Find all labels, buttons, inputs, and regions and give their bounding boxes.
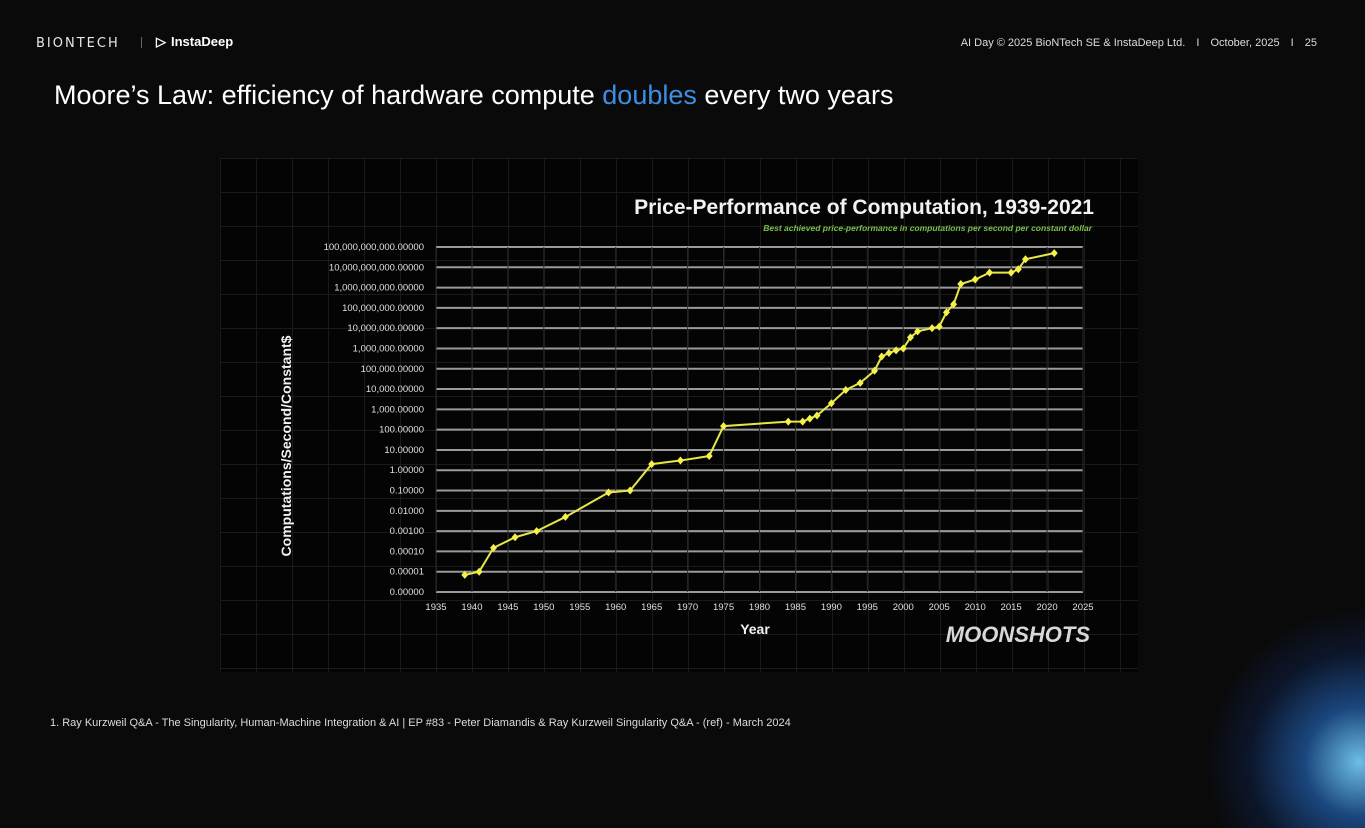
x-tick-label: 1975 — [713, 602, 734, 613]
data-point — [906, 333, 914, 342]
data-point — [561, 512, 569, 521]
y-tick-label: 1,000,000.00000 — [353, 343, 424, 354]
data-point — [950, 300, 958, 309]
data-point — [490, 543, 498, 552]
x-tick-label: 1990 — [821, 602, 842, 613]
data-point — [942, 308, 950, 317]
separator: I — [1290, 37, 1294, 49]
data-point — [461, 570, 469, 579]
chart-title: Price-Performance of Computation, 1939-2… — [634, 196, 1094, 219]
decorative-fiber-glow — [1205, 608, 1365, 828]
data-point — [928, 324, 936, 333]
x-tick-label: 1950 — [533, 602, 554, 613]
slide-title: Moore’s Law: efficiency of hardware comp… — [54, 80, 893, 111]
data-point — [605, 488, 613, 497]
y-tick-label: 1.00000 — [390, 465, 424, 476]
data-point — [935, 322, 943, 331]
data-point — [856, 378, 864, 387]
x-tick-label: 1935 — [425, 602, 446, 613]
y-axis-label: Computations/Second/Constant$ — [278, 335, 294, 556]
copyright: AI Day © 2025 BioNTech SE & InstaDeep Lt… — [960, 37, 1186, 49]
page-number: 25 — [1304, 37, 1317, 49]
x-tick-label: 2005 — [929, 602, 950, 613]
y-tick-label: 0.10000 — [390, 486, 424, 497]
moonshots-watermark: MOONSHOTS — [946, 622, 1091, 647]
x-tick-label: 1985 — [785, 602, 806, 613]
x-tick-label: 1995 — [857, 602, 878, 613]
chart-panel: Price-Performance of Computation, 1939-2… — [220, 158, 1138, 672]
x-tick-label: 2000 — [893, 602, 914, 613]
y-tick-label: 100,000.00000 — [361, 364, 424, 375]
y-tick-label: 0.00100 — [390, 526, 424, 537]
instadeep-wordmark: InstaDeep — [171, 34, 234, 49]
data-point — [971, 275, 979, 284]
y-tick-label: 10,000.00000 — [366, 384, 424, 395]
x-axis-label: Year — [740, 621, 770, 637]
title-end: every two years — [696, 80, 894, 110]
logo-divider — [141, 37, 142, 48]
data-point — [899, 344, 907, 353]
chart-subtitle: Best achieved price-performance in compu… — [763, 223, 1092, 233]
y-tick-label: 1,000.00000 — [371, 404, 424, 415]
title-highlight: doubles — [602, 80, 697, 110]
data-point — [1050, 249, 1058, 258]
y-tick-label: 0.01000 — [390, 506, 424, 517]
x-tick-label: 2020 — [1036, 602, 1057, 613]
date: October, 2025 — [1210, 37, 1280, 49]
x-tick-label: 2015 — [1001, 602, 1022, 613]
x-tick-label: 1960 — [605, 602, 626, 613]
separator: I — [1196, 37, 1200, 49]
data-point — [827, 399, 835, 408]
biontech-logo: BIONTECH — [36, 36, 120, 51]
data-point — [813, 411, 821, 420]
data-point — [871, 366, 879, 375]
instadeep-logo: ▷ InstaDeep — [156, 34, 233, 50]
x-tick-label: 1945 — [497, 602, 518, 613]
y-tick-label: 10,000,000,000.00000 — [329, 262, 424, 273]
y-tick-label: 0.00000 — [390, 587, 424, 598]
y-tick-label: 0.00001 — [390, 567, 424, 578]
title-start: Moore’s Law: efficiency of hardware comp… — [54, 80, 603, 110]
data-point — [511, 533, 519, 542]
data-point — [806, 414, 814, 423]
x-tick-label: 1980 — [749, 602, 770, 613]
y-tick-label: 0.00010 — [390, 546, 424, 557]
data-point — [720, 422, 728, 431]
data-point — [799, 417, 807, 426]
data-point — [986, 268, 994, 277]
data-point — [533, 527, 541, 536]
data-point — [885, 348, 893, 357]
data-point — [648, 460, 656, 469]
y-tick-label: 100.00000 — [379, 425, 424, 436]
x-tick-label: 1940 — [461, 602, 482, 613]
x-tick-label: 1955 — [569, 602, 590, 613]
y-tick-label: 100,000,000.00000 — [342, 303, 424, 314]
chart: Price-Performance of Computation, 1939-2… — [278, 196, 1094, 647]
footnote: 1. Ray Kurzweil Q&A - The Singularity, H… — [50, 717, 791, 729]
x-tick-label: 1965 — [641, 602, 662, 613]
data-point — [1007, 268, 1015, 277]
data-point — [475, 567, 483, 576]
data-point — [914, 327, 922, 336]
y-tick-label: 1,000,000,000.00000 — [334, 283, 424, 294]
x-tick-label: 2010 — [965, 602, 986, 613]
data-point — [878, 352, 886, 361]
y-tick-label: 10,000,000.00000 — [347, 323, 424, 334]
data-point — [626, 486, 634, 495]
data-point — [784, 417, 792, 426]
y-tick-label: 100,000,000,000.00000 — [324, 242, 424, 253]
data-point — [892, 346, 900, 355]
x-tick-label: 1970 — [677, 602, 698, 613]
data-point — [1014, 265, 1022, 274]
data-point — [676, 456, 684, 465]
data-point — [705, 452, 713, 461]
y-tick-label: 10.00000 — [384, 445, 424, 456]
data-point — [842, 385, 850, 394]
header-meta: AI Day © 2025 BioNTech SE & InstaDeep Lt… — [957, 37, 1321, 49]
instadeep-mark-icon: ▷ — [156, 34, 166, 49]
data-point — [957, 280, 965, 289]
x-tick-label: 2025 — [1072, 602, 1093, 613]
